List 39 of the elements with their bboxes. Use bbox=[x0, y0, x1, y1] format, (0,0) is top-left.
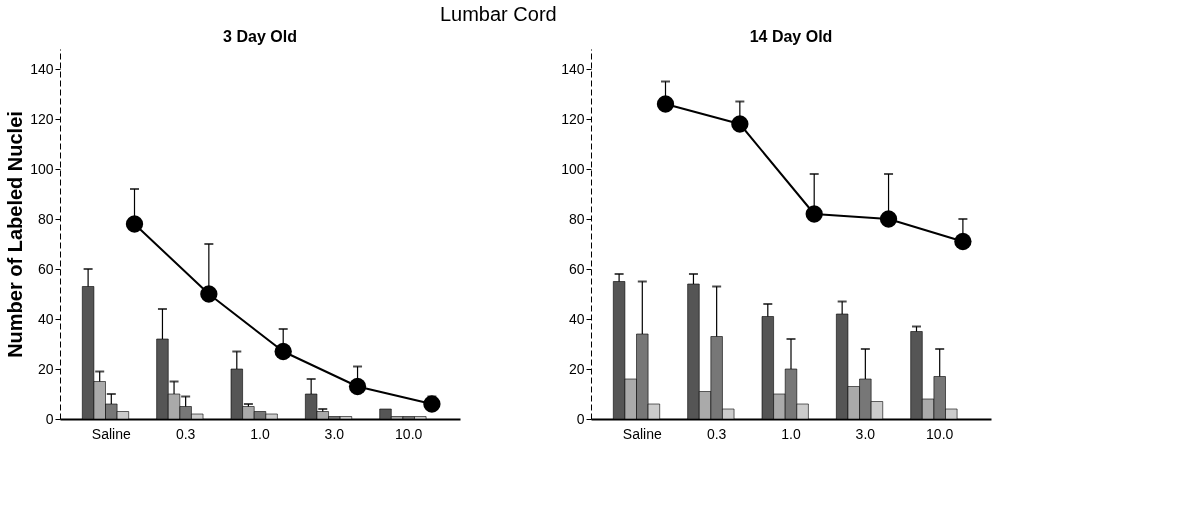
y-tick-label: 40 bbox=[37, 310, 54, 327]
y-tick-label: 100 bbox=[30, 160, 54, 177]
point bbox=[805, 205, 823, 223]
y-tick-label: 120 bbox=[561, 110, 585, 127]
y-tick-label: 60 bbox=[568, 260, 585, 277]
point bbox=[954, 232, 972, 251]
x-tick-label: 3.0 bbox=[855, 425, 876, 442]
x-tick-label: Saline bbox=[622, 425, 662, 442]
x-tick-label: 10.0 bbox=[395, 425, 423, 442]
point bbox=[348, 377, 367, 396]
y-tick-label: 60 bbox=[37, 260, 54, 277]
point bbox=[200, 285, 218, 303]
y-tick-label: 140 bbox=[30, 60, 54, 77]
x-tick-label: 10.0 bbox=[926, 425, 954, 442]
point bbox=[656, 95, 675, 113]
y-tick-label: 0 bbox=[576, 410, 585, 427]
point bbox=[731, 115, 749, 133]
chart-title: 14 Day Old bbox=[749, 28, 833, 45]
x-tick-label: 1.0 bbox=[250, 425, 270, 442]
x-tick-label: 1.0 bbox=[781, 425, 801, 442]
chart-title: 3 Day Old bbox=[223, 28, 297, 45]
x-tick-label: 0.3 bbox=[706, 425, 727, 442]
x-tick-label: 3.0 bbox=[324, 425, 345, 442]
y-axis-title: Number of Labeled Nuclei bbox=[4, 111, 27, 358]
y-tick-label: 20 bbox=[568, 360, 585, 377]
y-tick-label: 80 bbox=[568, 210, 585, 227]
y-tick-label: 120 bbox=[30, 110, 54, 127]
point bbox=[879, 210, 898, 228]
y-tick-label: 80 bbox=[37, 210, 54, 227]
y-tick-label: 140 bbox=[561, 60, 585, 77]
y-tick-label: 100 bbox=[561, 160, 585, 177]
y-tick-label: 40 bbox=[568, 310, 585, 327]
point bbox=[125, 215, 144, 233]
point bbox=[274, 342, 292, 361]
x-tick-label: 0.3 bbox=[175, 425, 196, 442]
x-tick-label: Saline bbox=[91, 425, 131, 442]
y-tick-label: 20 bbox=[37, 360, 54, 377]
text: Lumbar Cord bbox=[439, 3, 557, 25]
y-tick-label: 0 bbox=[45, 410, 54, 427]
